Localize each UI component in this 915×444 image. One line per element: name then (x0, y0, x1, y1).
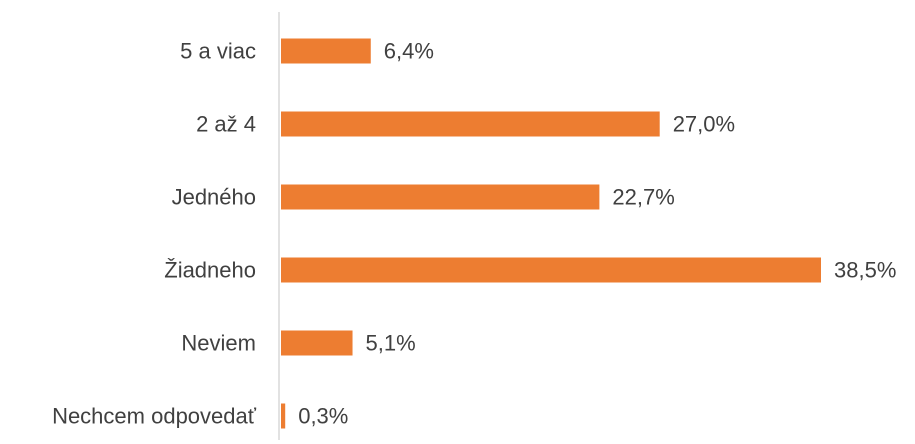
value-label-5: 0,3% (298, 404, 348, 429)
value-label-3: 38,5% (834, 258, 896, 283)
category-label-5: Nechcem odpovedať (52, 404, 257, 429)
category-label-4: Neviem (181, 331, 256, 356)
bar-4 (281, 330, 353, 356)
category-label-2: Jedného (172, 185, 256, 210)
category-label-1: 2 až 4 (196, 112, 256, 137)
category-label-3: Žiadneho (164, 258, 256, 283)
value-label-2: 22,7% (612, 185, 674, 210)
bar-2 (281, 184, 600, 210)
bar-0 (281, 38, 371, 64)
category-label-0: 5 a viac (180, 39, 256, 64)
bar-5 (281, 403, 286, 429)
value-label-1: 27,0% (673, 112, 735, 137)
value-label-0: 6,4% (384, 39, 434, 64)
bar-3 (281, 257, 821, 283)
bar-1 (281, 111, 660, 137)
value-label-4: 5,1% (366, 331, 416, 356)
